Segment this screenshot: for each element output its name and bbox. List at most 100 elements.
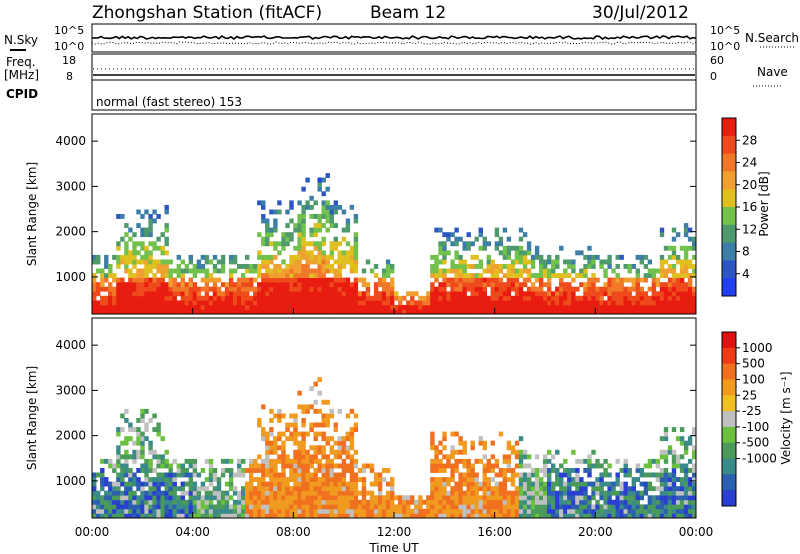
heatmap-cell <box>168 495 173 501</box>
heatmap-cell <box>172 486 177 492</box>
heatmap-cell <box>486 277 491 283</box>
heatmap-cell <box>160 508 165 514</box>
heatmap-cell <box>96 291 101 297</box>
heatmap-cell <box>679 499 685 505</box>
heatmap-cell <box>253 486 258 492</box>
heatmap-cell <box>466 490 471 496</box>
heatmap-cell <box>591 449 596 455</box>
heatmap-cell <box>313 309 318 315</box>
heatmap-cell <box>683 440 689 446</box>
heatmap-cell <box>534 250 540 256</box>
heatmap-cell <box>675 309 681 315</box>
heatmap-cell <box>297 458 302 464</box>
heatmap-cell <box>377 300 383 306</box>
heatmap-cell <box>200 481 206 487</box>
heatmap-cell <box>305 486 310 492</box>
heatmap-cell <box>281 304 286 310</box>
heatmap-cell <box>514 449 520 455</box>
heatmap-cell <box>470 504 475 510</box>
heatmap-cell <box>543 463 548 469</box>
heatmap-cell <box>349 282 355 288</box>
heatmap-cell <box>136 477 141 482</box>
heatmap-cell <box>361 508 367 514</box>
heatmap-cell <box>285 223 290 228</box>
heatmap-cell <box>687 440 693 446</box>
heatmap-cell <box>200 300 206 306</box>
heatmap-cell <box>510 445 516 451</box>
heatmap-cell <box>317 513 322 519</box>
heatmap-cell <box>140 282 145 288</box>
heatmap-cell <box>261 404 266 410</box>
heatmap-cell <box>692 264 697 269</box>
heatmap-cell <box>591 291 596 297</box>
heatmap-cell <box>285 282 290 288</box>
heatmap-cell <box>257 499 262 505</box>
heatmap-cell <box>365 309 371 315</box>
heatmap-cell <box>168 282 173 288</box>
heatmap-cell <box>180 291 185 297</box>
heatmap-cell <box>579 513 584 519</box>
heatmap-cell <box>555 477 560 482</box>
heatmap-cell <box>591 277 596 283</box>
heatmap-cell <box>679 436 685 442</box>
heatmap-cell <box>168 481 173 487</box>
heatmap-cell <box>128 504 133 510</box>
heatmap-cell <box>108 286 113 292</box>
heatmap-cell <box>482 300 487 306</box>
heatmap-cell <box>116 463 121 469</box>
heatmap-cell <box>136 449 141 455</box>
heatmap-cell <box>462 481 467 487</box>
heatmap-cell <box>486 309 491 315</box>
heatmap-cell <box>385 273 391 278</box>
heatmap-cell <box>603 490 608 496</box>
heatmap-cell <box>555 490 560 496</box>
heatmap-cell <box>526 259 532 265</box>
heatmap-cell <box>522 250 528 256</box>
heatmap-cell <box>687 477 693 482</box>
heatmap-cell <box>228 295 234 301</box>
heatmap-cell <box>128 295 133 301</box>
heatmap-cell <box>212 495 218 501</box>
heatmap-cell <box>208 286 214 292</box>
heatmap-cell <box>470 304 475 310</box>
velocity-colorbar-label: Velocity [m s⁻¹] <box>779 371 793 464</box>
heatmap-cell <box>321 286 326 292</box>
heatmap-cell <box>212 268 218 274</box>
heatmap-cell <box>120 463 125 469</box>
heatmap-cell <box>434 449 439 455</box>
heatmap-cell <box>635 468 640 473</box>
heatmap-cell <box>583 486 588 492</box>
heatmap-cell <box>438 291 443 297</box>
heatmap-cell <box>530 273 536 278</box>
heatmap-cell <box>635 254 640 260</box>
heatmap-cell <box>687 309 693 315</box>
heatmap-cell <box>265 218 270 224</box>
heatmap-cell <box>253 264 258 269</box>
heatmap-cell <box>679 463 685 469</box>
heatmap-cell <box>192 268 198 274</box>
heatmap-cell <box>434 458 439 464</box>
heatmap-cell <box>261 300 266 306</box>
heatmap-cell <box>277 286 282 292</box>
heatmap-cell <box>196 495 202 501</box>
heatmap-cell <box>140 486 145 492</box>
heatmap-cell <box>655 486 661 492</box>
heatmap-cell <box>474 508 479 514</box>
heatmap-cell <box>603 481 608 487</box>
heatmap-cell <box>132 254 137 260</box>
heatmap-cell <box>381 495 387 501</box>
heatmap-cell <box>341 254 347 260</box>
heatmap-cell <box>373 481 379 487</box>
heatmap-cell <box>120 309 125 315</box>
heatmap-cell <box>611 300 616 306</box>
heatmap-cell <box>325 268 330 274</box>
heatmap-cell <box>675 495 681 501</box>
heatmap-cell <box>289 264 294 269</box>
heatmap-cell <box>309 513 314 519</box>
heatmap-cell <box>224 468 230 473</box>
heatmap-cell <box>422 304 427 310</box>
heatmap-cell <box>603 300 608 306</box>
heatmap-cell <box>575 304 580 310</box>
heatmap-cell <box>124 468 129 473</box>
heatmap-cell <box>587 468 592 473</box>
